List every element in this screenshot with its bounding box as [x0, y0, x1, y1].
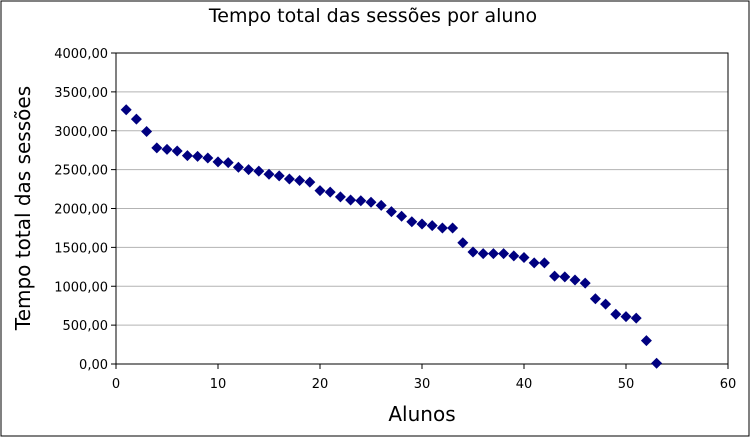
data-point [283, 173, 295, 185]
x-tick-label: 40 [516, 377, 533, 392]
data-point [294, 175, 306, 187]
data-point [457, 237, 469, 249]
x-tick-label: 10 [210, 377, 227, 392]
data-point [314, 185, 326, 197]
x-tick-label: 30 [414, 377, 431, 392]
y-axis-ticks: 0,00 500,00 1000,00 1500,00 2000,00 2500,00 30… [54, 47, 116, 373]
data-point [569, 274, 581, 286]
data-point [130, 113, 142, 125]
data-point [161, 143, 173, 155]
data-point [181, 150, 193, 162]
x-tick-label: 60 [720, 377, 737, 392]
data-point [498, 248, 510, 260]
data-point [538, 257, 550, 269]
data-point [467, 246, 479, 258]
data-point [365, 196, 377, 208]
y-tick-label: 1000,00 [54, 280, 108, 295]
data-point [589, 293, 601, 305]
data-point [334, 191, 346, 203]
chart-title: Tempo total das sessões por aluno [208, 5, 537, 27]
data-point [222, 157, 234, 169]
y-tick-label: 2000,00 [54, 203, 108, 218]
data-point [630, 312, 642, 324]
data-point [273, 170, 285, 182]
data-point [263, 168, 275, 180]
data-point [232, 161, 244, 173]
gridlines [116, 91, 728, 326]
data-point [141, 126, 153, 138]
data-point [477, 248, 489, 260]
data-point [202, 152, 214, 164]
data-point [528, 257, 540, 269]
y-tick-label: 4000,00 [54, 47, 108, 62]
data-point [355, 195, 367, 207]
y-tick-label: 0,00 [79, 358, 108, 373]
data-point [416, 218, 428, 230]
data-point [559, 271, 571, 283]
y-tick-label: 1500,00 [54, 241, 108, 256]
y-tick-label: 2500,00 [54, 164, 108, 179]
data-point [304, 176, 316, 188]
data-point [212, 156, 224, 168]
data-point [192, 150, 204, 162]
data-point [579, 277, 591, 289]
data-point [385, 206, 397, 218]
data-point [620, 311, 632, 323]
data-point [243, 164, 255, 176]
data-point [345, 194, 357, 206]
y-axis-label: Tempo total das sessões [11, 86, 35, 331]
data-point [406, 216, 418, 228]
data-point [151, 142, 163, 154]
data-points [120, 104, 663, 369]
data-point [436, 222, 448, 234]
data-point [487, 248, 499, 260]
data-point [426, 220, 438, 232]
y-tick-label: 500,00 [63, 319, 109, 334]
y-tick-label: 3500,00 [54, 86, 108, 101]
y-tick-label: 3000,00 [54, 125, 108, 140]
data-point [120, 104, 132, 116]
x-tick-label: 20 [312, 377, 329, 392]
data-point [447, 222, 459, 234]
data-point [253, 165, 265, 177]
x-tick-label: 50 [618, 377, 635, 392]
data-point [324, 186, 336, 198]
data-point [508, 250, 520, 262]
data-point [375, 199, 387, 211]
x-axis-ticks: 0 10 20 30 40 50 60 [112, 364, 736, 392]
data-point [518, 251, 530, 263]
data-point [171, 145, 183, 157]
x-axis-label: Alunos [388, 402, 455, 426]
x-tick-label: 0 [112, 377, 120, 392]
data-point [600, 298, 612, 310]
data-point [651, 357, 663, 369]
data-point [640, 335, 652, 347]
data-point [396, 210, 408, 222]
data-point [610, 308, 622, 320]
data-point [549, 270, 561, 282]
